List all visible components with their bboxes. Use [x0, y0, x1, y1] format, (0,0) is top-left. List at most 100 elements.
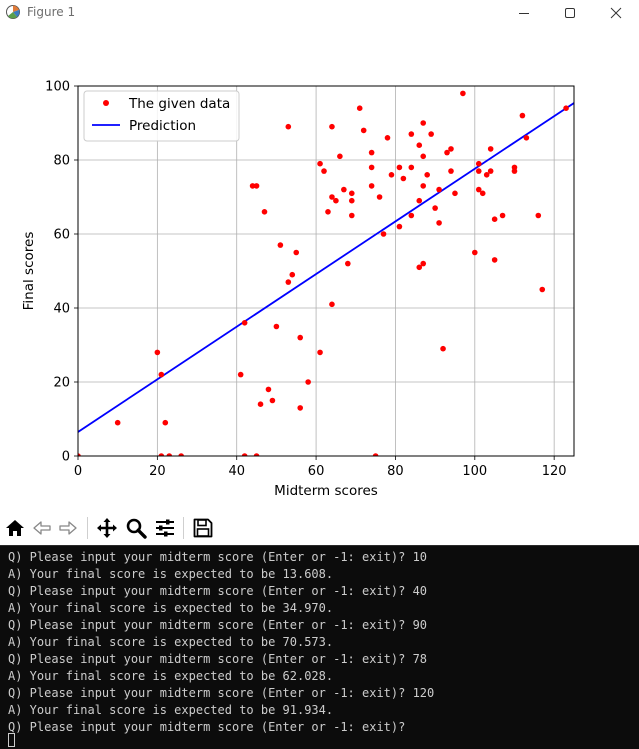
terminal-line: Q) Please input your midterm score (Ente…: [8, 618, 428, 632]
data-point: [257, 401, 264, 408]
maximize-icon: [565, 8, 575, 18]
terminal-line: Q) Please input your midterm score (Ente…: [8, 584, 428, 598]
data-point: [483, 172, 490, 178]
data-point: [348, 190, 355, 197]
data-point: [273, 323, 280, 330]
data-point: [293, 249, 300, 256]
terminal-line: A) Your final score is expected to be 13…: [8, 567, 334, 581]
data-point: [325, 209, 331, 215]
data-point: [448, 168, 454, 174]
data-point: [329, 194, 335, 200]
data-point: [388, 172, 395, 178]
toolbar-separator: [87, 517, 88, 539]
data-point: [277, 242, 284, 248]
data-point: [428, 131, 434, 137]
save-button[interactable]: [191, 516, 215, 540]
data-point: [487, 168, 494, 174]
data-point: [432, 205, 438, 211]
data-point: [416, 197, 423, 204]
data-point: [491, 216, 498, 222]
data-point: [376, 194, 383, 200]
data-point: [460, 90, 466, 97]
y-axis-label: Final scores: [21, 232, 37, 311]
terminal-console[interactable]: Q) Please input your midterm score (Ente…: [0, 545, 639, 749]
legend-label-given-data: The given data: [128, 96, 230, 112]
configure-subplots-button[interactable]: [153, 516, 177, 540]
terminal-output: Q) Please input your midterm score (Ente…: [8, 549, 434, 736]
data-point: [408, 212, 415, 219]
forward-icon: [59, 521, 77, 535]
y-tick-label: 60: [53, 228, 70, 243]
data-point: [440, 345, 446, 352]
data-point: [305, 379, 311, 385]
pan-button[interactable]: [95, 516, 119, 540]
window-titlebar: Figure 1: [0, 0, 639, 26]
figure-canvas[interactable]: 0 20 40 60 80 100 120 0 20 40 60 80 100 Midterm scor…: [0, 26, 639, 510]
data-point: [297, 405, 304, 411]
close-icon: [610, 7, 622, 19]
data-point: [416, 142, 423, 148]
data-point: [487, 146, 494, 152]
zoom-button[interactable]: [124, 516, 148, 540]
data-layer: [78, 90, 574, 456]
maximize-button[interactable]: [547, 0, 593, 26]
terminal-line: Q) Please input your midterm score (Ente…: [8, 652, 428, 666]
terminal-prompt[interactable]: Q) Please input your midterm score (Ente…: [8, 720, 406, 734]
home-button[interactable]: [3, 516, 27, 540]
data-point: [348, 212, 355, 219]
scatter-plot[interactable]: 0 20 40 60 80 100 120 0 20 40 60 80 100 Midterm scor…: [0, 26, 639, 510]
matplotlib-app-icon: [5, 4, 21, 20]
legend: The given data Prediction: [83, 90, 240, 142]
data-point: [321, 168, 327, 174]
data-point: [368, 149, 375, 156]
back-button[interactable]: [30, 516, 54, 540]
y-tick-label: 100: [45, 80, 70, 95]
forward-button[interactable]: [56, 516, 80, 540]
close-button[interactable]: [593, 0, 639, 26]
legend-box: [83, 90, 240, 142]
minimize-button[interactable]: [501, 0, 547, 26]
data-point: [360, 127, 367, 134]
data-point: [241, 320, 248, 326]
data-point: [491, 257, 498, 263]
y-tick-label: 80: [53, 154, 70, 169]
terminal-line: Q) Please input your midterm score (Ente…: [8, 550, 428, 564]
data-point: [479, 190, 486, 197]
data-point: [400, 175, 407, 182]
data-point: [499, 212, 506, 219]
navigation-toolbar: [0, 510, 639, 545]
data-point: [535, 212, 542, 219]
axes-frame: [77, 85, 575, 457]
data-point: [408, 131, 415, 137]
data-point: [519, 112, 526, 119]
data-point: [420, 153, 427, 160]
back-icon: [33, 521, 51, 535]
terminal-line: Q) Please input your midterm score (Ente…: [8, 686, 435, 700]
data-point: [539, 286, 546, 293]
data-point: [237, 371, 244, 378]
text-cursor: [8, 733, 15, 747]
data-point: [408, 164, 415, 171]
x-tick-label: 20: [149, 464, 166, 479]
data-point: [420, 120, 427, 126]
x-tick-label: 40: [228, 464, 245, 479]
data-point: [448, 146, 454, 152]
data-point: [249, 183, 256, 189]
minimize-icon: [519, 13, 529, 14]
data-point: [158, 453, 165, 456]
data-point: [475, 186, 482, 193]
terminal-line: A) Your final score is expected to be 62…: [8, 669, 334, 683]
data-point: [424, 172, 430, 178]
data-point: [368, 183, 375, 189]
y-tick-label: 40: [53, 302, 70, 317]
data-point: [444, 149, 450, 156]
x-tick-label: 100: [462, 464, 487, 479]
data-point: [472, 249, 478, 256]
legend-label-prediction: Prediction: [129, 118, 196, 134]
x-axis-label: Midterm scores: [274, 483, 378, 499]
data-point: [178, 453, 184, 456]
data-point: [158, 371, 165, 378]
legend-marker-given-data: [103, 100, 109, 106]
data-point: [416, 264, 423, 271]
data-point: [475, 168, 482, 174]
